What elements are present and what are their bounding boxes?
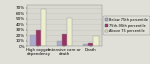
Legend: Below 75th percentile, 75th-90th percentile, Above 75 percentile: Below 75th percentile, 75th-90th percent…: [103, 16, 150, 35]
Bar: [30, 35, 36, 46]
Bar: [57, 41, 62, 46]
Bar: [62, 34, 67, 46]
Bar: [36, 30, 41, 46]
Bar: [93, 36, 99, 46]
Bar: [67, 18, 72, 46]
Bar: [88, 43, 93, 46]
Bar: [83, 44, 88, 46]
Bar: [41, 9, 46, 46]
